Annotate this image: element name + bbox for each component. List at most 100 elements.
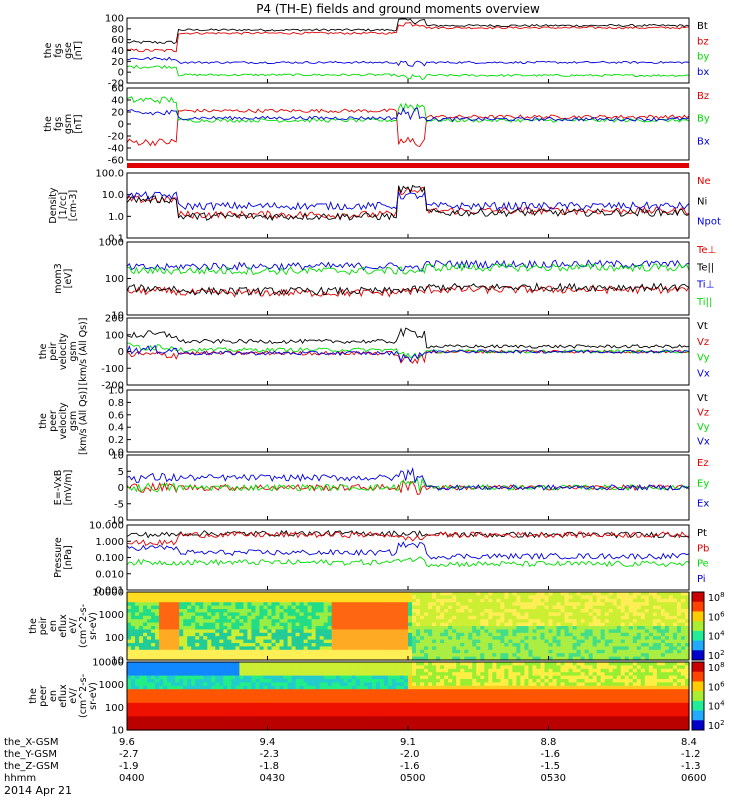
heat-cell: [412, 615, 417, 620]
heat-cell: [636, 653, 642, 658]
heat-cell: [151, 622, 156, 627]
heat-cell: [295, 595, 301, 600]
heat-cell: [175, 665, 180, 670]
heat-cell: [127, 639, 132, 644]
heat-cell: [524, 646, 530, 651]
heat-cell: [323, 709, 329, 714]
heat-cell: [452, 675, 457, 680]
heat-cell: [448, 682, 453, 687]
heat-cell: [564, 636, 570, 641]
heat-cell: [432, 636, 437, 641]
heat-cell: [480, 626, 485, 630]
heat-cell: [139, 612, 144, 617]
heat-cell: [452, 699, 457, 704]
heat-cell: [339, 699, 345, 704]
heat-cell: [191, 662, 196, 666]
heat-cell: [259, 692, 265, 697]
heat-cell: [291, 636, 297, 641]
heat-cell: [251, 699, 257, 704]
heat-cell: [343, 672, 349, 677]
heat-cell: [440, 672, 445, 677]
heat-cell: [231, 636, 236, 641]
heat-cell: [283, 605, 289, 610]
heat-cell: [580, 609, 586, 613]
heat-cell: [403, 646, 409, 651]
legend-bx: bx: [697, 67, 709, 78]
heat-cell: [556, 605, 562, 610]
heat-cell: [580, 643, 586, 647]
heat-cell: [572, 632, 578, 637]
heat-cell: [191, 612, 196, 617]
heat-cell: [568, 622, 574, 627]
heat-cell: [584, 646, 590, 651]
heat-cell: [552, 629, 558, 634]
heat-cell: [672, 605, 678, 610]
heat-cell: [167, 726, 172, 731]
heat-cell: [275, 672, 281, 677]
heat-cell: [291, 665, 297, 670]
heat-cell: [235, 662, 240, 666]
heat-cell: [151, 643, 156, 647]
heat-cell: [620, 615, 626, 620]
heat-cell: [588, 649, 594, 654]
heat-cell: [227, 672, 232, 677]
heat-cell: [271, 699, 277, 704]
heat-cell: [444, 719, 449, 724]
heat-cell: [327, 662, 333, 666]
heat-cell: [207, 706, 212, 711]
heat-cell: [363, 615, 369, 620]
heat-cell: [303, 702, 309, 707]
heat-cell: [460, 619, 465, 624]
series-line-te: [126, 282, 690, 296]
heat-cell: [468, 662, 473, 666]
heat-cell: [155, 685, 160, 690]
heat-cell: [640, 592, 646, 596]
heat-cell: [259, 709, 265, 714]
heat-cell: [492, 598, 497, 603]
heat-cell: [291, 706, 297, 711]
heat-cell: [203, 716, 208, 721]
heat-cell: [339, 656, 345, 661]
heat-cell: [644, 639, 650, 644]
heat-cell: [311, 682, 317, 687]
heat-cell: [452, 702, 457, 707]
heat-cell: [279, 639, 285, 644]
heat-cell: [416, 612, 421, 617]
heat-cell: [319, 609, 325, 613]
heat-cell: [191, 679, 196, 683]
heat-cell: [159, 668, 164, 673]
heat-cell: [492, 665, 497, 670]
heat-cell: [568, 656, 574, 661]
heat-cell: [171, 595, 176, 600]
heat-cell: [576, 615, 582, 620]
heat-cell: [440, 595, 445, 600]
heat-cell: [267, 685, 273, 690]
heat-cell: [408, 726, 413, 731]
heat-cell: [287, 709, 293, 714]
heat-cell: [620, 646, 626, 651]
heat-cell: [275, 682, 281, 687]
heat-cell: [247, 653, 253, 658]
heat-cell: [500, 692, 505, 697]
heat-cell: [544, 612, 550, 617]
heat-cell: [424, 656, 429, 661]
heat-cell: [311, 702, 317, 707]
heat-cell: [444, 665, 449, 670]
heat-cell: [283, 719, 289, 724]
heat-cell: [548, 598, 554, 603]
heat-cell: [444, 662, 449, 666]
heat-cell: [359, 602, 365, 607]
ytick-label: 100: [105, 633, 124, 644]
heat-cell: [323, 665, 329, 670]
heat-cell: [199, 713, 204, 717]
heat-cell: [279, 689, 285, 694]
heat-cell: [183, 656, 188, 661]
heat-cell: [383, 629, 389, 634]
heat-cell: [287, 723, 293, 728]
heat-cell: [684, 598, 690, 603]
heat-cell: [307, 622, 313, 627]
heat-cell: [363, 675, 369, 680]
heat-cell: [255, 602, 261, 607]
heat-cell: [612, 653, 618, 658]
heat-cell: [504, 598, 509, 603]
